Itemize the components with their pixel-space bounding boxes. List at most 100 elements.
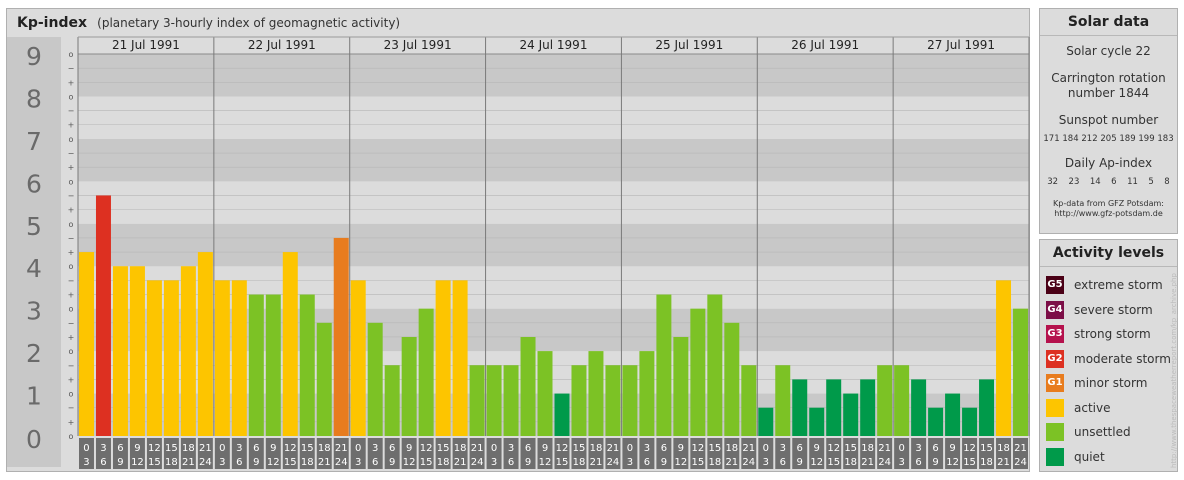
kp-bar-48: [894, 365, 910, 436]
interval-cell: [520, 438, 536, 469]
interval-start-label: 15: [980, 443, 993, 454]
interval-end-label: 15: [284, 457, 297, 468]
interval-cell: [928, 438, 944, 469]
y-minor-tick: +: [68, 163, 75, 172]
interval-start-label: 9: [406, 443, 412, 454]
interval-cell: [265, 438, 281, 469]
y-minor-tick: o: [69, 347, 74, 356]
y-minor-tick: o: [69, 262, 74, 271]
activity-swatch: G4: [1046, 300, 1064, 319]
interval-cell: [724, 438, 740, 469]
interval-end-label: 18: [980, 457, 993, 468]
ap-value-5: 5: [1148, 177, 1154, 187]
kp-band-4: [78, 223, 1029, 267]
kp-bar-36: [690, 308, 706, 436]
interval-start-label: 21: [199, 443, 212, 454]
interval-end-label: 12: [131, 457, 144, 468]
y-minor-tick: o: [69, 50, 74, 59]
kp-bar-41: [775, 365, 791, 436]
interval-start-label: 0: [83, 443, 89, 454]
interval-end-label: 9: [253, 457, 259, 468]
interval-end-label: 15: [827, 457, 840, 468]
interval-cell: [231, 438, 247, 469]
interval-start-label: 6: [117, 443, 123, 454]
y-minor-tick: −: [68, 276, 75, 285]
interval-cell: [401, 438, 417, 469]
interval-start-label: 6: [661, 443, 667, 454]
kp-bar-40: [758, 407, 774, 436]
interval-cell: [282, 438, 298, 469]
kp-bar-19: [401, 336, 417, 436]
interval-end-label: 3: [627, 457, 633, 468]
y-minor-tick: o: [69, 220, 74, 229]
y-minor-tick: −: [68, 107, 75, 116]
interval-start-label: 15: [844, 443, 857, 454]
y-minor-tick: −: [68, 319, 75, 328]
interval-start-label: 18: [725, 443, 738, 454]
y-minor-tick: +: [68, 248, 75, 257]
interval-cell: [758, 438, 774, 469]
interval-cell: [775, 438, 791, 469]
kp-band-6: [78, 138, 1029, 182]
y-minor-tick: +: [68, 78, 75, 87]
sunspot-label: Sunspot number: [1058, 113, 1159, 127]
interval-end-label: 15: [691, 457, 704, 468]
y-minor-tick: o: [69, 390, 74, 399]
kp-bar-8: [214, 280, 230, 436]
y-minor-tick: +: [68, 418, 75, 427]
y-minor-tick: o: [69, 305, 74, 314]
interval-end-label: 18: [165, 457, 178, 468]
interval-end-label: 15: [148, 457, 161, 468]
interval-start-label: 6: [253, 443, 259, 454]
interval-start-label: 12: [691, 443, 704, 454]
chart-title: Kp-index (planetary 3-hourly index of ge…: [17, 15, 400, 31]
activity-swatch: [1046, 447, 1064, 466]
y-minor-tick: +: [68, 121, 75, 130]
sunspot-value-3: 205: [1100, 134, 1117, 144]
kp-bar-16: [350, 280, 366, 436]
activity-label: severe storm: [1074, 302, 1153, 317]
kp-bar-28: [554, 393, 570, 436]
activity-label: active: [1074, 400, 1111, 415]
kp-bar-3: [129, 266, 145, 436]
interval-start-label: 9: [542, 443, 548, 454]
interval-start-label: 12: [827, 443, 840, 454]
interval-cell: [316, 438, 332, 469]
credit-link[interactable]: http://www.gfz-potsdam.de: [1054, 209, 1163, 218]
activity-level-extreme-storm: G5 extreme storm: [1040, 273, 1177, 298]
day-label-3: 24 Jul 1991: [520, 38, 588, 52]
y-minor-tick: −: [68, 234, 75, 243]
activity-swatch: G1: [1046, 374, 1064, 393]
interval-end-label: 18: [437, 457, 450, 468]
interval-cell: [554, 438, 570, 469]
interval-cell: [214, 438, 230, 469]
kp-bar-24: [486, 365, 502, 436]
y-minor-tick: +: [68, 291, 75, 300]
day-label-6: 27 Jul 1991: [927, 38, 995, 52]
interval-end-label: 24: [199, 457, 212, 468]
interval-end-label: 24: [471, 457, 484, 468]
interval-end-label: 9: [797, 457, 803, 468]
interval-end-label: 9: [661, 457, 667, 468]
interval-start-label: 21: [607, 443, 620, 454]
y-minor-tick: −: [68, 64, 75, 73]
interval-end-label: 21: [318, 457, 331, 468]
interval-start-label: 12: [284, 443, 297, 454]
day-label-4: 25 Jul 1991: [655, 38, 723, 52]
interval-end-label: 24: [1014, 457, 1027, 468]
interval-cell: [248, 438, 264, 469]
ap-value-3: 6: [1111, 177, 1117, 187]
solar-data-title: Solar data: [1040, 9, 1177, 36]
kp-bar-5: [163, 280, 179, 436]
kp-bar-44: [826, 379, 842, 436]
y-tick-label-9: 9: [26, 42, 42, 71]
interval-start-label: 21: [335, 443, 348, 454]
interval-start-label: 3: [644, 443, 650, 454]
interval-cell: [894, 438, 910, 469]
activity-label: moderate storm: [1074, 351, 1171, 366]
activity-swatch: [1046, 398, 1064, 417]
interval-end-label: 21: [997, 457, 1010, 468]
activity-label: strong storm: [1074, 327, 1151, 342]
interval-cell: [809, 438, 825, 469]
kp-bar-33: [639, 351, 655, 436]
